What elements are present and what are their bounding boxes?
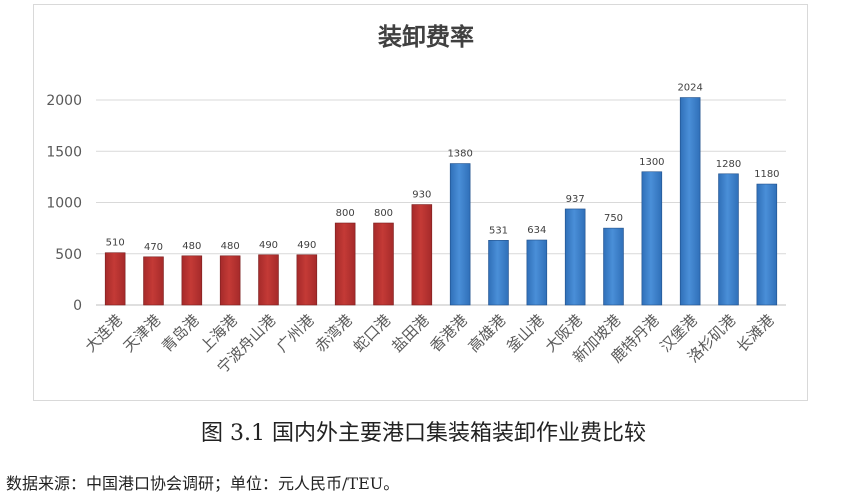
chart-frame: 装卸费率 0 500 1000 1500 2000 510 大连港 470 天津港 480 青岛港 48… [33,4,808,401]
y-tick-label: 0 [73,298,82,314]
data-label: 930 [412,190,431,201]
bar-青岛港 [181,255,203,306]
x-tick-label: 大连港 [81,311,126,356]
data-label: 490 [297,240,316,251]
bar-chart: 装卸费率 0 500 1000 1500 2000 510 大连港 470 天津港 480 青岛港 48… [46,23,786,377]
chart-title: 装卸费率 [378,23,474,51]
data-label: 634 [527,225,546,236]
bar-高雄港 [488,240,509,306]
x-tick-label: 广州港 [273,311,318,356]
data-label: 1280 [716,159,741,170]
data-label: 1300 [639,157,664,168]
x-tick-label: 蛇口港 [350,311,395,356]
x-tick-label: 长滩港 [733,311,778,356]
bar-汉堡港 [679,97,701,306]
figure-caption: 图 3.1 国内外主要港口集装箱装卸作业费比较 [201,421,646,446]
bar-釜山港 [526,239,548,306]
bar-赤湾港 [334,222,356,306]
data-label: 800 [336,208,355,219]
y-tick-label: 1500 [46,144,82,160]
bar-蛇口港 [373,222,394,306]
data-label: 490 [259,240,278,251]
data-label: 470 [144,242,163,253]
x-tick-label: 天津港 [120,311,165,356]
data-label: 2024 [677,83,702,94]
data-label: 800 [374,208,393,219]
bar-宁波舟山港 [258,254,279,306]
bar-广州港 [296,254,318,306]
bar-大阪港 [564,208,586,306]
data-label: 510 [106,238,125,249]
bar-洛杉矶港 [718,173,739,306]
bar-上海港 [219,255,241,306]
y-tick-label: 500 [55,247,82,263]
data-label: 531 [489,225,508,236]
bar-盐田港 [411,204,433,306]
data-label: 1380 [447,149,472,160]
x-tick-label: 香港港 [426,311,471,356]
data-label: 1180 [754,169,779,180]
data-label: 480 [182,241,201,252]
y-tick-label: 1000 [46,196,82,212]
bar-香港港 [449,163,471,306]
data-source-note: 数据来源：中国港口协会调研；单位：元人民币/TEU。 [6,474,400,493]
x-tick-label: 青岛港 [158,311,203,356]
bar-长滩港 [756,183,778,306]
bar-大连港 [104,252,126,306]
y-tick-label: 2000 [46,93,82,109]
x-tick-label: 高雄港 [465,311,510,356]
data-label: 480 [221,241,240,252]
bar-新加坡港 [603,227,624,306]
bar-鹿特丹港 [641,171,663,306]
x-tick-label: 釜山港 [503,311,548,356]
bar-天津港 [143,256,164,306]
data-label: 750 [604,213,623,224]
x-tick-label: 盐田港 [388,311,433,356]
x-tick-label: 赤湾港 [311,311,356,356]
data-label: 937 [566,194,585,205]
